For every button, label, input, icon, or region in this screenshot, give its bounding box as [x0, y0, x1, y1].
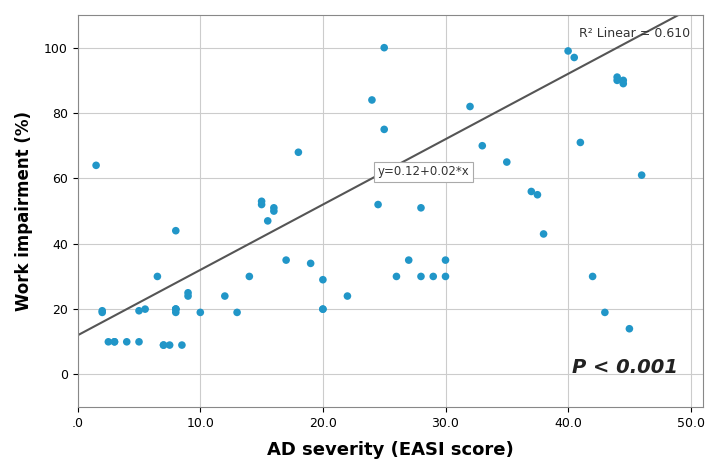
Point	[538, 230, 549, 238]
Text: R² Linear = 0.610: R² Linear = 0.610	[580, 27, 691, 40]
Point	[317, 305, 329, 313]
Point	[611, 73, 623, 81]
Point	[599, 309, 611, 316]
Point	[464, 103, 476, 110]
Point	[611, 77, 623, 84]
Point	[219, 292, 231, 300]
Point	[133, 338, 145, 346]
Point	[305, 260, 317, 267]
Point	[256, 198, 267, 205]
Point	[317, 305, 329, 313]
Point	[268, 207, 280, 215]
Point	[151, 273, 163, 280]
Point	[372, 201, 384, 209]
Point	[170, 305, 182, 313]
Point	[280, 256, 292, 264]
Point	[121, 338, 133, 346]
Point	[176, 341, 187, 349]
Point	[195, 309, 206, 316]
Point	[568, 54, 580, 61]
Point	[164, 341, 175, 349]
Point	[403, 256, 415, 264]
Point	[624, 325, 635, 333]
Point	[97, 307, 108, 315]
Point	[158, 341, 169, 349]
Point	[415, 273, 427, 280]
Point	[636, 171, 647, 179]
Point	[256, 201, 267, 209]
Point	[102, 338, 114, 346]
Point	[440, 273, 451, 280]
Point	[109, 338, 120, 346]
Point	[428, 273, 439, 280]
Point	[526, 188, 537, 195]
X-axis label: AD severity (EASI score): AD severity (EASI score)	[267, 441, 513, 459]
Point	[170, 227, 182, 235]
Point	[531, 191, 543, 199]
Text: P < 0.001: P < 0.001	[572, 358, 678, 377]
Point	[170, 305, 182, 313]
Point	[379, 44, 390, 52]
Point	[133, 307, 145, 315]
Point	[170, 305, 182, 313]
Point	[617, 80, 629, 87]
Point	[97, 309, 108, 316]
Point	[139, 305, 151, 313]
Point	[379, 126, 390, 133]
Point	[477, 142, 488, 149]
Point	[231, 309, 243, 316]
Point	[391, 273, 402, 280]
Point	[366, 96, 378, 104]
Point	[293, 148, 304, 156]
Point	[158, 341, 169, 349]
Point	[170, 309, 182, 316]
Point	[440, 256, 451, 264]
Point	[342, 292, 353, 300]
Point	[109, 338, 120, 346]
Point	[617, 77, 629, 84]
Y-axis label: Work impairment (%): Work impairment (%)	[15, 111, 33, 311]
Point	[587, 273, 598, 280]
Point	[268, 204, 280, 211]
Point	[90, 162, 102, 169]
Point	[575, 139, 586, 146]
Point	[182, 292, 194, 300]
Point	[415, 204, 427, 211]
Point	[182, 289, 194, 297]
Text: y=0.12+0.02*x: y=0.12+0.02*x	[378, 165, 469, 178]
Point	[562, 47, 574, 55]
Point	[262, 217, 273, 225]
Point	[317, 276, 329, 283]
Point	[501, 158, 513, 166]
Point	[244, 273, 255, 280]
